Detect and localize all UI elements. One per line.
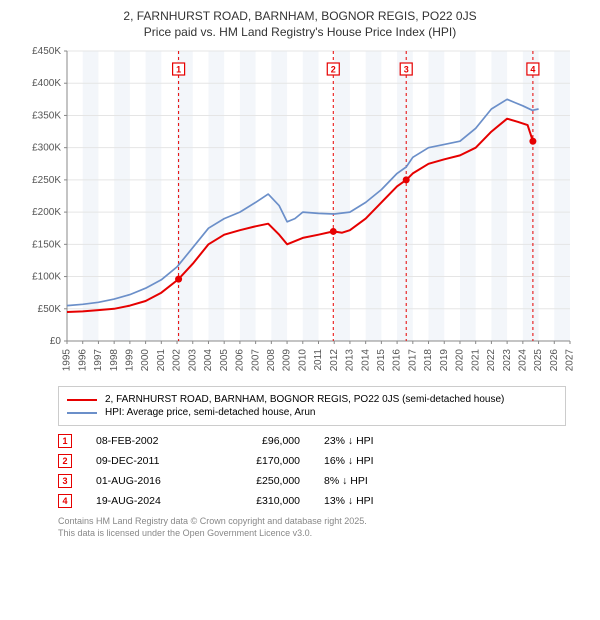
svg-text:2010: 2010 bbox=[297, 349, 308, 372]
sales-row: 4 19-AUG-2024 £310,000 13% ↓ HPI bbox=[58, 494, 566, 508]
sales-date: 19-AUG-2024 bbox=[96, 495, 206, 507]
chart-titles: 2, FARNHURST ROAD, BARNHAM, BOGNOR REGIS… bbox=[10, 8, 590, 40]
svg-text:£350K: £350K bbox=[32, 111, 61, 122]
svg-text:2022: 2022 bbox=[486, 349, 497, 372]
chart-svg: £0 £50K £100K £150K £200K £250K £300K £350K £400… bbox=[20, 46, 580, 376]
svg-text:4: 4 bbox=[530, 65, 535, 75]
legend-row: HPI: Average price, semi-detached house,… bbox=[67, 407, 557, 418]
svg-text:2020: 2020 bbox=[455, 349, 466, 372]
legend-swatch bbox=[67, 399, 97, 401]
sales-row: 3 01-AUG-2016 £250,000 8% ↓ HPI bbox=[58, 474, 566, 488]
legend: 2, FARNHURST ROAD, BARNHAM, BOGNOR REGIS… bbox=[58, 386, 566, 426]
chart-container: 2, FARNHURST ROAD, BARNHAM, BOGNOR REGIS… bbox=[0, 0, 600, 550]
sales-price: £310,000 bbox=[230, 495, 300, 507]
sales-marker-num: 4 bbox=[58, 494, 72, 508]
svg-text:2: 2 bbox=[331, 65, 336, 75]
svg-text:£400K: £400K bbox=[32, 79, 61, 90]
sales-diff: 16% ↓ HPI bbox=[324, 455, 434, 467]
svg-text:2027: 2027 bbox=[565, 349, 576, 372]
svg-text:£200K: £200K bbox=[32, 207, 61, 218]
svg-text:£450K: £450K bbox=[32, 46, 61, 57]
svg-text:2015: 2015 bbox=[376, 349, 387, 372]
sales-date: 01-AUG-2016 bbox=[96, 475, 206, 487]
sales-marker-num: 2 bbox=[58, 454, 72, 468]
sales-marker-num: 1 bbox=[58, 434, 72, 448]
sales-row: 1 08-FEB-2002 £96,000 23% ↓ HPI bbox=[58, 434, 566, 448]
sales-date: 09-DEC-2011 bbox=[96, 455, 206, 467]
sales-diff: 13% ↓ HPI bbox=[324, 495, 434, 507]
svg-text:£100K: £100K bbox=[32, 272, 61, 283]
svg-text:2002: 2002 bbox=[172, 349, 183, 372]
svg-text:2007: 2007 bbox=[250, 349, 261, 372]
svg-text:2006: 2006 bbox=[235, 349, 246, 372]
title-line-2: Price paid vs. HM Land Registry's House … bbox=[10, 24, 590, 40]
svg-text:2003: 2003 bbox=[187, 349, 198, 372]
svg-text:£0: £0 bbox=[50, 336, 62, 347]
svg-text:2025: 2025 bbox=[533, 349, 544, 372]
svg-text:£250K: £250K bbox=[32, 175, 61, 186]
svg-text:2024: 2024 bbox=[517, 349, 528, 372]
svg-text:2013: 2013 bbox=[345, 349, 356, 372]
legend-label: 2, FARNHURST ROAD, BARNHAM, BOGNOR REGIS… bbox=[105, 394, 504, 405]
title-line-1: 2, FARNHURST ROAD, BARNHAM, BOGNOR REGIS… bbox=[10, 8, 590, 24]
svg-text:1996: 1996 bbox=[77, 349, 88, 372]
plot-area: £0 £50K £100K £150K £200K £250K £300K £350K £400… bbox=[20, 46, 580, 376]
sales-date: 08-FEB-2002 bbox=[96, 435, 206, 447]
legend-swatch bbox=[67, 412, 97, 414]
svg-text:2016: 2016 bbox=[392, 349, 403, 372]
svg-text:1997: 1997 bbox=[93, 349, 104, 372]
svg-text:2014: 2014 bbox=[360, 349, 371, 372]
svg-text:2001: 2001 bbox=[156, 349, 167, 372]
sales-diff: 8% ↓ HPI bbox=[324, 475, 434, 487]
sales-price: £250,000 bbox=[230, 475, 300, 487]
svg-text:£300K: £300K bbox=[32, 143, 61, 154]
svg-text:2018: 2018 bbox=[423, 349, 434, 372]
sales-price: £96,000 bbox=[230, 435, 300, 447]
svg-text:1: 1 bbox=[176, 65, 181, 75]
svg-text:2004: 2004 bbox=[203, 349, 214, 372]
svg-text:2008: 2008 bbox=[266, 349, 277, 372]
legend-label: HPI: Average price, semi-detached house,… bbox=[105, 407, 316, 418]
svg-text:2005: 2005 bbox=[219, 349, 230, 372]
footer: Contains HM Land Registry data © Crown c… bbox=[58, 516, 566, 539]
sales-price: £170,000 bbox=[230, 455, 300, 467]
svg-text:2026: 2026 bbox=[549, 349, 560, 372]
svg-text:2000: 2000 bbox=[140, 349, 151, 372]
svg-text:1998: 1998 bbox=[109, 349, 120, 372]
svg-text:2019: 2019 bbox=[439, 349, 450, 372]
svg-text:2012: 2012 bbox=[329, 349, 340, 372]
svg-text:£150K: £150K bbox=[32, 240, 61, 251]
footer-line-1: Contains HM Land Registry data © Crown c… bbox=[58, 516, 566, 528]
svg-text:2021: 2021 bbox=[470, 349, 481, 372]
svg-text:1995: 1995 bbox=[62, 349, 73, 372]
sales-marker-num: 3 bbox=[58, 474, 72, 488]
svg-text:1999: 1999 bbox=[125, 349, 136, 372]
svg-text:3: 3 bbox=[404, 65, 409, 75]
svg-text:2011: 2011 bbox=[313, 349, 324, 371]
legend-row: 2, FARNHURST ROAD, BARNHAM, BOGNOR REGIS… bbox=[67, 394, 557, 405]
sales-row: 2 09-DEC-2011 £170,000 16% ↓ HPI bbox=[58, 454, 566, 468]
footer-line-2: This data is licensed under the Open Gov… bbox=[58, 528, 566, 540]
svg-text:£50K: £50K bbox=[38, 304, 62, 315]
svg-text:2017: 2017 bbox=[407, 349, 418, 372]
sales-diff: 23% ↓ HPI bbox=[324, 435, 434, 447]
sales-table: 1 08-FEB-2002 £96,000 23% ↓ HPI 2 09-DEC-2011… bbox=[58, 434, 566, 508]
svg-text:2023: 2023 bbox=[502, 349, 513, 372]
svg-text:2009: 2009 bbox=[282, 349, 293, 372]
